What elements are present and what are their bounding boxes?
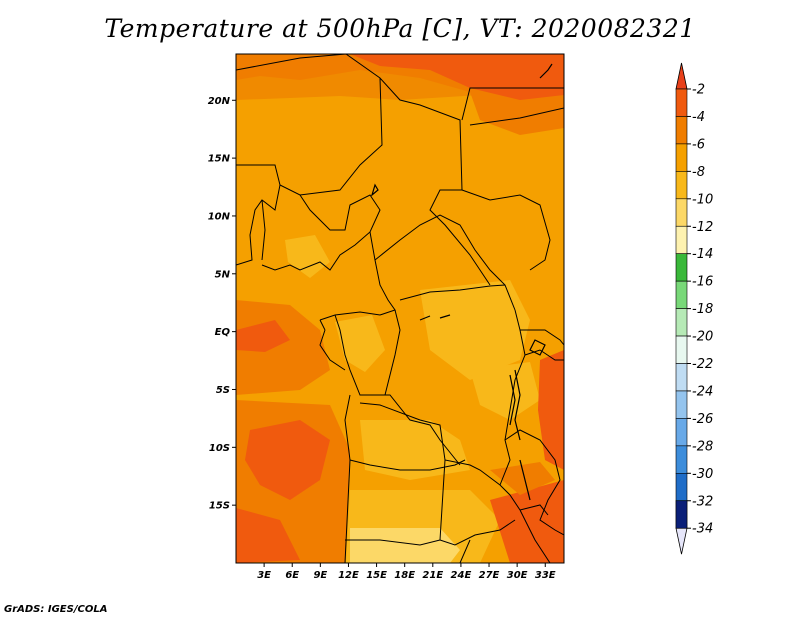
credit-text: GrADS: IGES/COLA (4, 604, 108, 615)
colorbar-bottom-triangle (675, 527, 688, 555)
lon-tick-label: 18E (394, 570, 415, 581)
colorbar-segment (675, 335, 688, 364)
colorbar-segment (675, 445, 688, 474)
colorbar-segment (675, 472, 688, 502)
lon-tick-label: 33E (535, 570, 556, 581)
colorbar-segment (675, 88, 688, 117)
lon-tick-label: 15E (366, 570, 387, 581)
lat-tick-label: 5N (215, 269, 231, 280)
colorbar-label: -32 (692, 494, 713, 509)
colorbar-segment (675, 390, 688, 419)
colorbar-segment (675, 253, 688, 282)
colorbar-segment (675, 116, 688, 145)
colorbar-top-triangle (675, 62, 688, 90)
colorbar-segment (675, 308, 688, 337)
lat-tick-label: 10N (208, 211, 231, 222)
lon-tick-label: 3E (257, 570, 271, 581)
temperature-field (236, 54, 564, 563)
lon-tick-label: 24E (451, 570, 472, 581)
colorbar-label: -24 (692, 384, 713, 399)
map-title: Temperature at 500hPa [C], VT: 202008232… (104, 14, 696, 43)
colorbar-segment (675, 143, 688, 172)
colorbar-label: -26 (692, 412, 713, 427)
country-borders (236, 54, 564, 563)
colorbar-label: -20 (692, 330, 713, 345)
colorbar-label: -4 (692, 110, 705, 125)
lon-tick-label: 9E (313, 570, 327, 581)
colorbar-label: -2 (692, 83, 705, 98)
colorbar-segment (675, 225, 688, 255)
lat-tick-label: 5S (216, 385, 230, 396)
colorbar-label: -12 (692, 220, 713, 235)
colorbar-segment (675, 171, 688, 200)
colorbar-segment (675, 198, 688, 227)
colorbar-label: -22 (692, 357, 713, 372)
colorbar-label: -8 (692, 165, 705, 180)
lat-tick-label: 10S (209, 443, 230, 454)
lon-tick-label: 12E (338, 570, 359, 581)
lat-tick-label: 15S (209, 501, 230, 512)
colorbar-label: -30 (692, 467, 713, 482)
colorbar-label: -28 (692, 439, 713, 454)
colorbar-segment (675, 500, 688, 529)
colorbar-label: -18 (692, 302, 713, 317)
colorbar-segment (675, 280, 688, 309)
colorbar-label: -16 (692, 275, 713, 290)
colorbar-segment (675, 418, 688, 447)
colorbar-label: -10 (692, 192, 713, 207)
map-frame (235, 53, 565, 564)
colorbar-label: -34 (692, 522, 713, 537)
lat-tick-label: 20N (208, 96, 231, 107)
lon-tick-label: 6E (285, 570, 299, 581)
latitude-axis: 20N 15N 10N 5N EQ 5S 10S 15S (208, 96, 236, 512)
colorbar-label: -14 (692, 247, 713, 262)
lakes (370, 63, 553, 501)
colorbar: -2 -4 -6 -8 -10 -12 -14 -16 -18 -20 -22 -24 -26 -28 -3… (675, 62, 713, 555)
lon-tick-label: 30E (507, 570, 528, 581)
colorbar-label: -6 (692, 137, 705, 152)
lat-tick-label: EQ (215, 327, 231, 338)
longitude-axis: 3E 6E 9E 12E 15E 18E 21E 24E 27E 30E 33E (257, 563, 556, 581)
colorbar-segment (675, 363, 688, 392)
lat-tick-label: 15N (208, 154, 231, 165)
lon-tick-label: 27E (479, 570, 500, 581)
lon-tick-label: 21E (422, 570, 443, 581)
